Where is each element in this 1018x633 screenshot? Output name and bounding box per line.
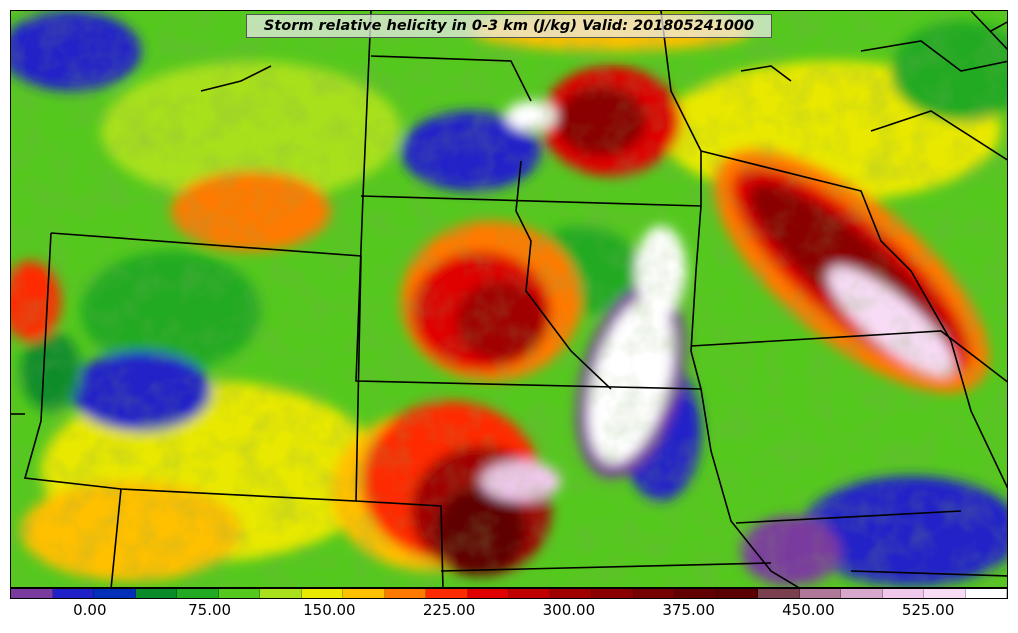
colorbar-segment bbox=[633, 589, 675, 598]
colorbar-segment bbox=[260, 589, 302, 598]
colorbar-segment bbox=[94, 589, 136, 598]
colorbar-segment bbox=[758, 589, 800, 598]
colorbar-segment bbox=[675, 589, 717, 598]
map-title: Storm relative helicity in 0-3 km (J/kg)… bbox=[246, 14, 772, 38]
colorbar-segment bbox=[11, 589, 53, 598]
map-image bbox=[11, 11, 1007, 587]
colorbar-tick-label: 450.00 bbox=[782, 601, 835, 619]
colorbar-tick-label: 525.00 bbox=[901, 601, 955, 619]
colorbar-segment bbox=[135, 589, 177, 598]
helicity-map bbox=[10, 10, 1008, 588]
state-borders bbox=[11, 11, 1007, 587]
colorbar-tick-label: 375.00 bbox=[662, 601, 715, 619]
colorbar-segment bbox=[384, 589, 426, 598]
colorbar-segment bbox=[343, 589, 385, 598]
colorbar-segment bbox=[965, 589, 1007, 598]
colorbar-segment bbox=[467, 589, 509, 598]
colorbar-ticks: 0.00 75.00 150.00 225.00 300.00 375.00 450.00 5… bbox=[10, 599, 1008, 629]
colorbar-segment bbox=[550, 589, 592, 598]
colorbar-segment bbox=[177, 589, 219, 598]
colorbar-tick-label: 300.00 bbox=[542, 601, 596, 619]
colorbar-segment bbox=[799, 589, 841, 598]
colorbar-segment bbox=[882, 589, 924, 598]
colorbar-tick-label: 150.00 bbox=[303, 601, 356, 619]
colorbar-tick-label: 75.00 bbox=[188, 601, 232, 619]
colorbar-segment bbox=[509, 589, 551, 598]
colorbar-tick-label: 225.00 bbox=[422, 601, 476, 619]
colorbar-segment bbox=[301, 589, 343, 598]
colorbar-segment bbox=[218, 589, 260, 598]
colorbar bbox=[10, 588, 1008, 599]
colorbar-segment bbox=[426, 589, 468, 598]
colorbar-segment bbox=[924, 589, 966, 598]
colorbar-segment bbox=[716, 589, 758, 598]
colorbar-tick-label: 0.00 bbox=[73, 601, 107, 619]
colorbar-segment bbox=[52, 589, 94, 598]
colorbar-segment bbox=[841, 589, 883, 598]
colorbar-segment bbox=[592, 589, 634, 598]
